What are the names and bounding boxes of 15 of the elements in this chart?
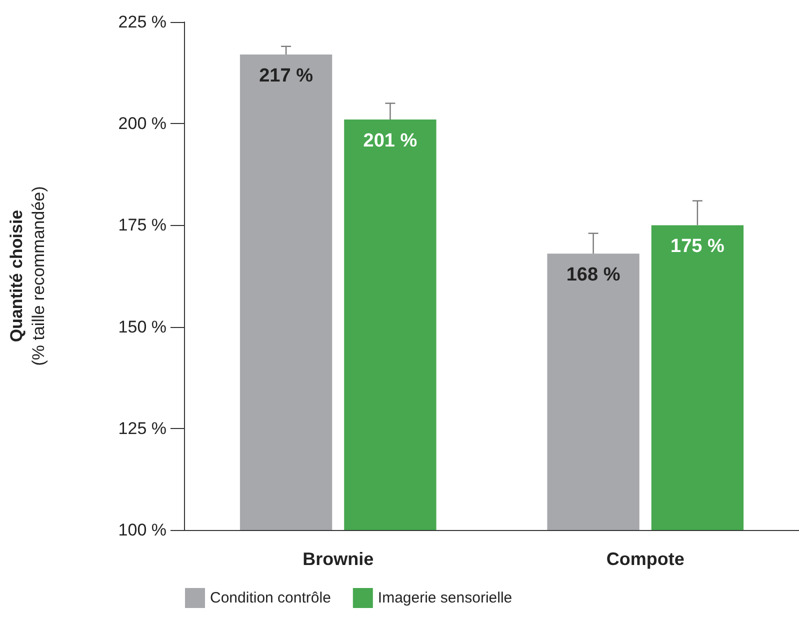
- data-label: 201 %: [363, 130, 418, 152]
- y-tick-label: 125 %: [118, 418, 166, 438]
- y-axis-title: Quantité choisie (% taille recommandée): [7, 186, 48, 366]
- data-label: 175 %: [670, 236, 724, 258]
- x-tick-label: Brownie: [302, 549, 374, 569]
- x-tick-label: Compote: [606, 549, 684, 569]
- legend-label: Imagerie sensorielle: [378, 590, 512, 606]
- y-tick-label: 175 %: [118, 216, 166, 235]
- data-label: 217 %: [259, 66, 314, 87]
- y-tick-label: 100 %: [118, 520, 166, 540]
- y-tick-label: 150 %: [118, 317, 166, 336]
- y-tick-label: 225 %: [118, 12, 166, 32]
- legend-label: Condition contrôle: [210, 590, 331, 606]
- y-tick-label: 200 %: [118, 114, 166, 134]
- data-label: 168 %: [566, 264, 620, 286]
